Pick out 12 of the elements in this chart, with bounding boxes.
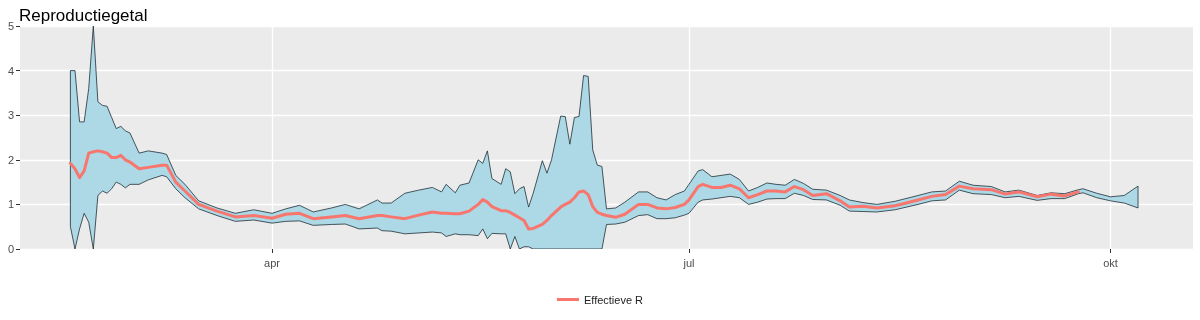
y-tick-label: 2	[7, 153, 14, 166]
legend-label: Effectieve R	[583, 293, 644, 306]
y-tick-label: 5	[7, 20, 14, 32]
y-tick-label: 1	[7, 198, 14, 211]
line-series	[68, 149, 1080, 231]
y-tick-label: 3	[7, 109, 14, 122]
x-tick-label: apr	[264, 256, 281, 269]
y-tick-label: 0	[7, 243, 14, 255]
x-tick-label: jul	[682, 256, 695, 269]
chart-title: Reproductiegetal	[19, 6, 148, 25]
x-tick-label: okt	[1103, 256, 1118, 269]
y-tick-label: 4	[7, 64, 14, 77]
